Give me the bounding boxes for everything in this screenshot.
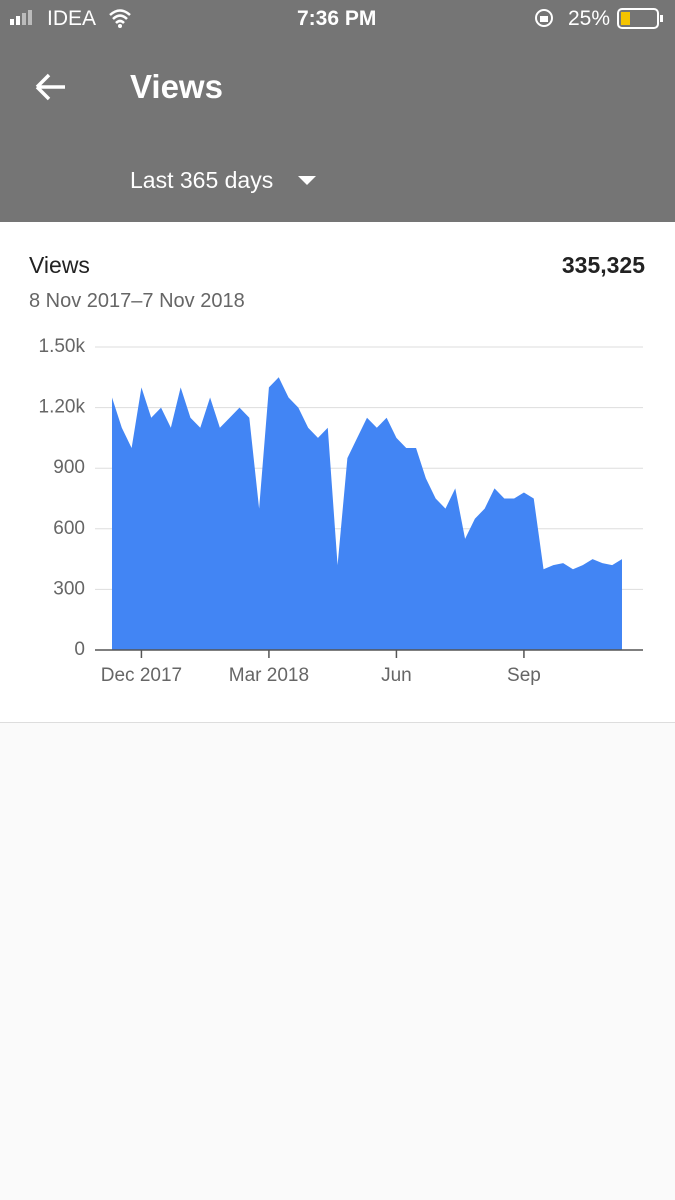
x-tick-label: Sep <box>507 665 541 686</box>
back-button[interactable] <box>34 72 68 102</box>
y-tick-label: 1.20k <box>39 397 86 418</box>
date-range: 8 Nov 2017–7 Nov 2018 <box>29 290 245 312</box>
card-title: Views <box>29 252 90 278</box>
y-tick-label: 600 <box>53 518 85 539</box>
wifi-icon <box>109 9 131 28</box>
carrier: IDEA <box>47 7 97 30</box>
y-tick-label: 1.50k <box>39 336 86 357</box>
y-tick-label: 300 <box>53 578 85 599</box>
period-dropdown[interactable]: Last 365 days <box>130 167 274 193</box>
y-tick-label: 0 <box>74 639 85 660</box>
dropdown-arrow[interactable] <box>298 175 318 187</box>
battery-icon <box>617 8 663 29</box>
total-views: 335,325 <box>561 252 645 278</box>
page-title: Views <box>130 68 223 105</box>
battery-percent: 25% <box>568 7 611 30</box>
app-bar: IDEA 7:36 PM 25% Views Last 365 days <box>0 0 675 222</box>
signal-icon <box>10 10 32 25</box>
x-tick-label: Mar 2018 <box>229 665 309 686</box>
time: 7:36 PM <box>297 7 377 30</box>
area <box>112 377 622 650</box>
x-tick-label: Jun <box>381 665 412 686</box>
x-tick-label: Dec 2017 <box>101 665 182 686</box>
rotation-lock-icon <box>535 9 553 27</box>
y-tick-label: 900 <box>53 457 85 478</box>
chart: 0 300 600 900 1.20k 1.50k Dec 2017 Mar 2018 Jun S… <box>39 336 643 686</box>
